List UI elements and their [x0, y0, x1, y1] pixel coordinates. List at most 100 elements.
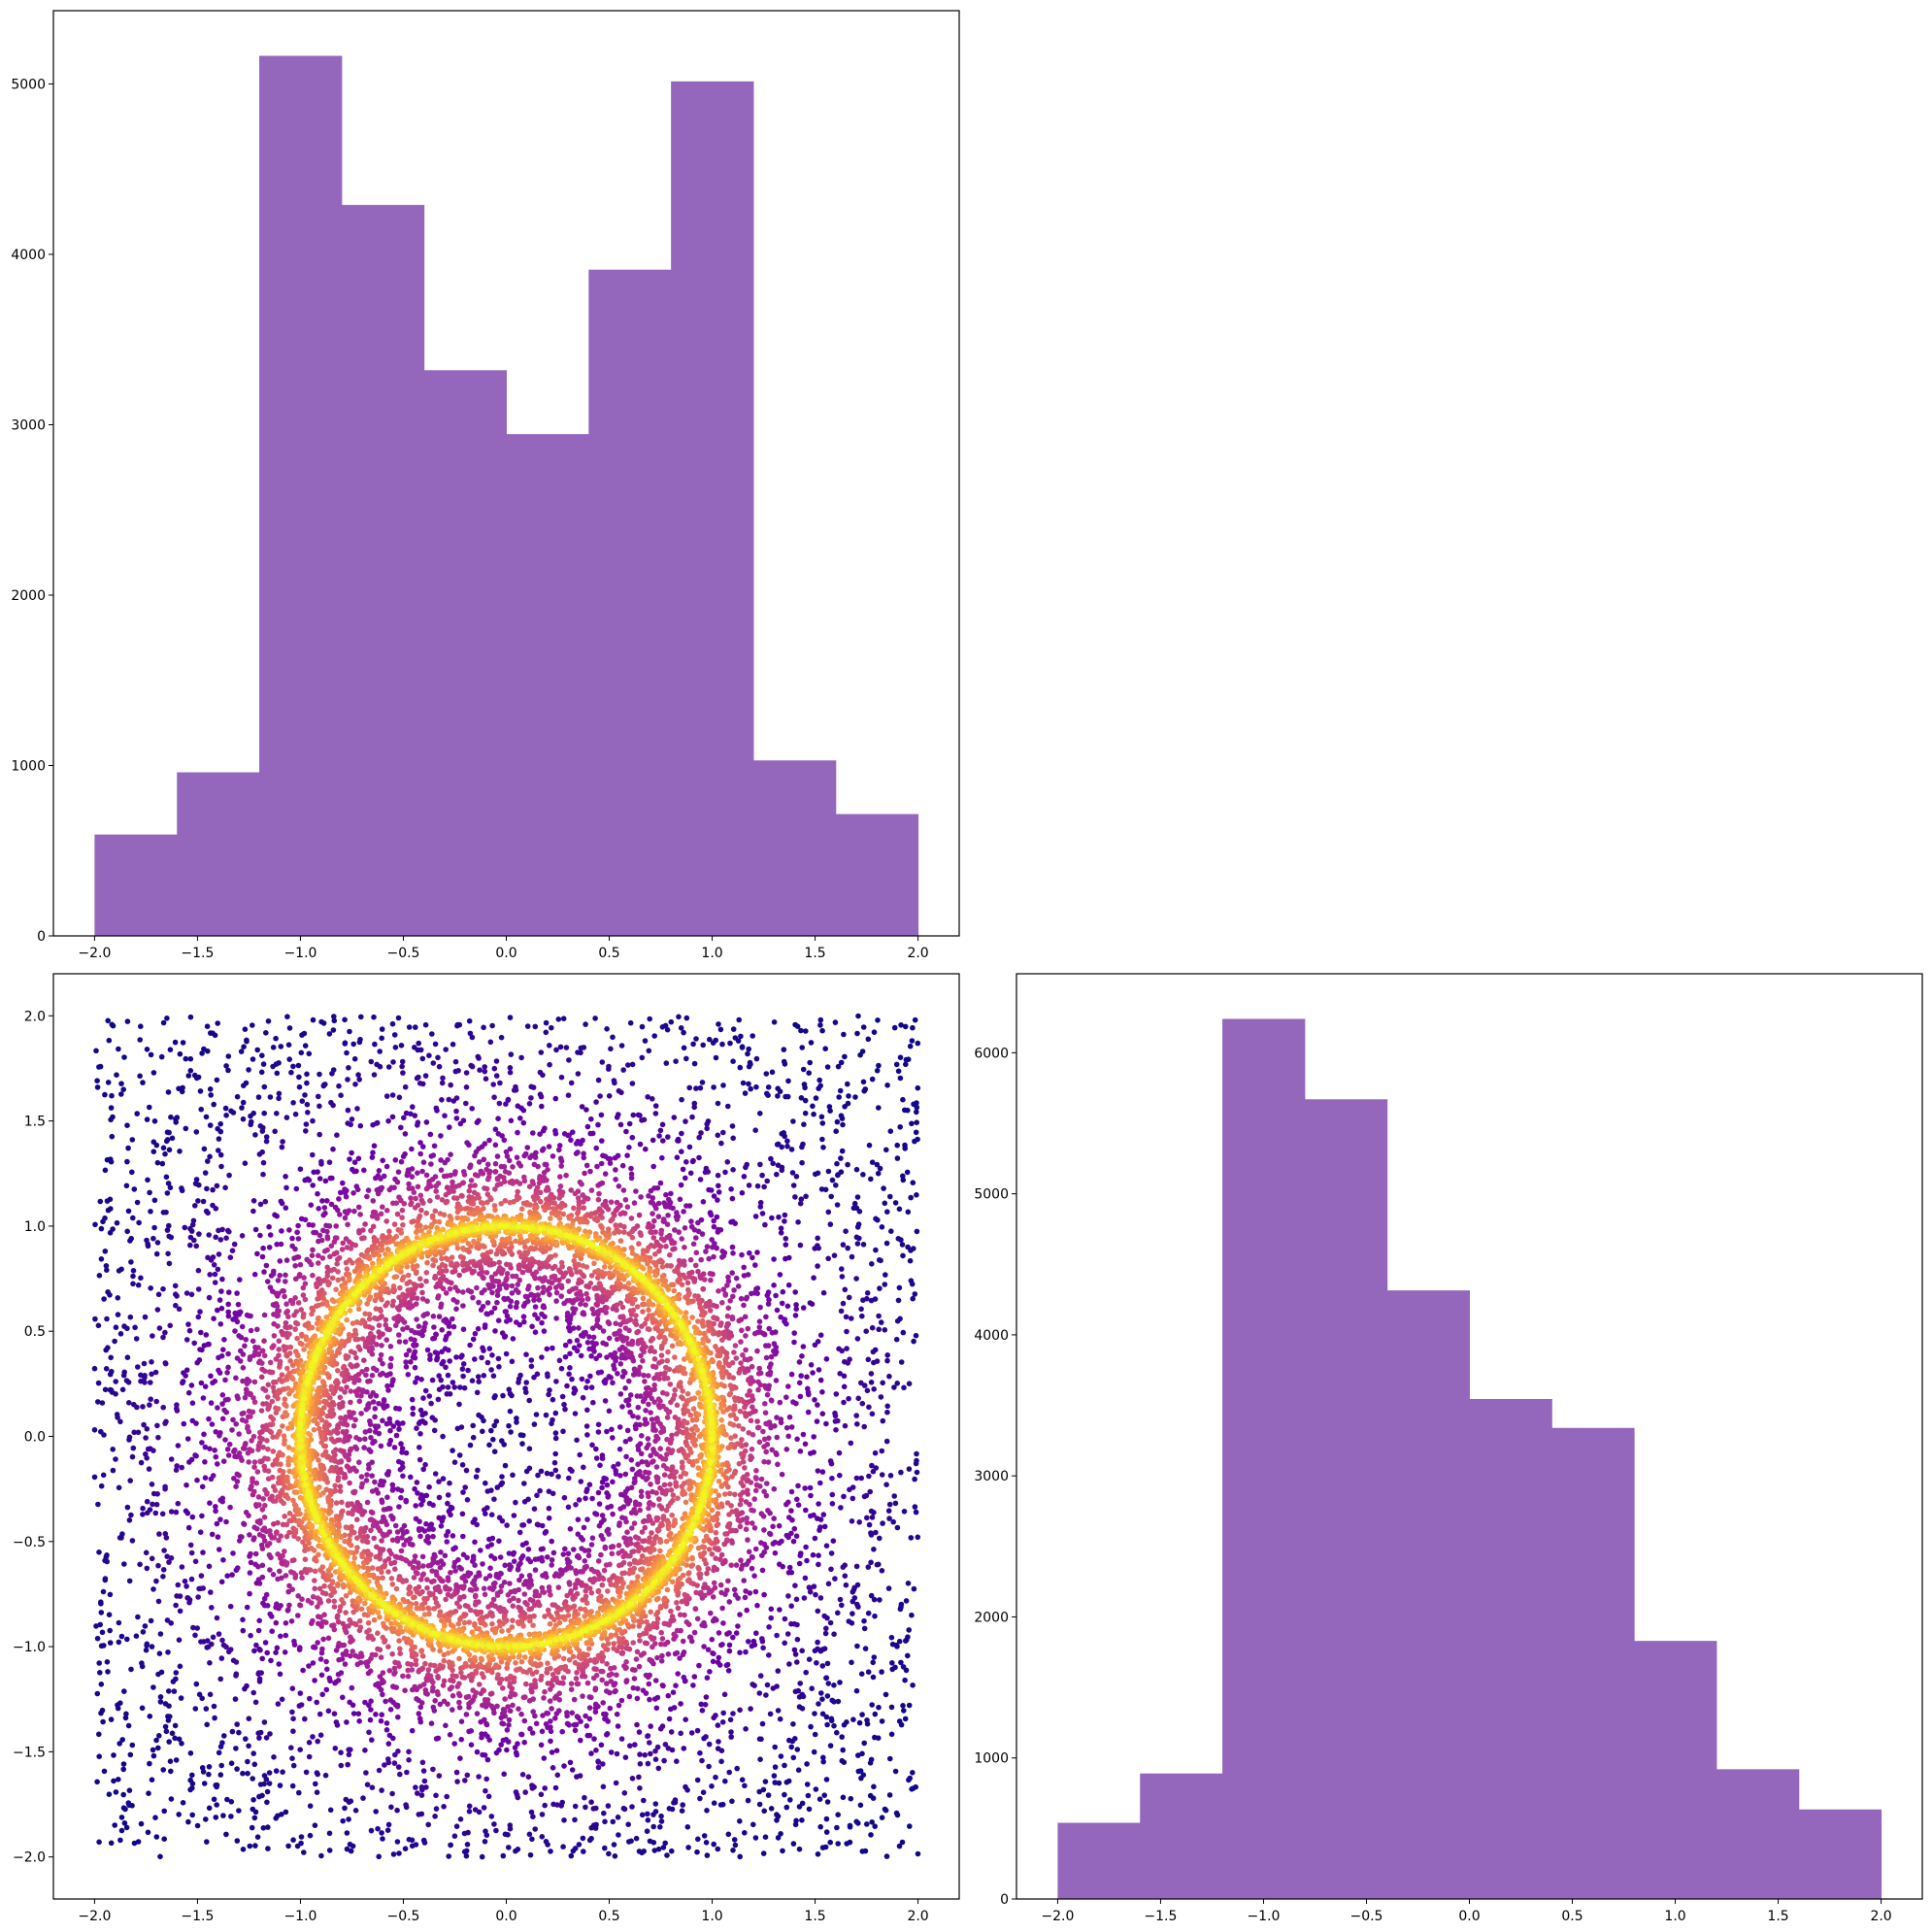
scatter-point: [736, 1016, 742, 1023]
scatter-point: [265, 1846, 271, 1851]
scatter-point: [686, 1634, 693, 1640]
scatter-point: [148, 1051, 154, 1058]
hist-x-x-tick-label: −1.5: [181, 946, 214, 961]
scatter-point: [504, 1747, 510, 1753]
scatter-point: [811, 1111, 816, 1117]
scatter-point: [448, 1570, 453, 1576]
scatter-point: [468, 1728, 475, 1734]
scatter-point: [216, 1251, 222, 1257]
scatter-point: [861, 1617, 867, 1624]
scatter-point: [174, 1408, 181, 1414]
scatter-point: [430, 1704, 437, 1711]
scatter-point: [719, 1719, 726, 1725]
scatter-point: [159, 1511, 166, 1517]
scatter-point: [290, 1715, 296, 1722]
scatter-point: [892, 1768, 899, 1775]
scatter-point: [177, 1608, 183, 1615]
scatter-point: [711, 1841, 716, 1848]
scatter-point: [200, 1585, 206, 1591]
scatter-point: [668, 1706, 674, 1713]
scatter-point: [344, 1210, 350, 1216]
scatter-point: [773, 1378, 780, 1383]
scatter-point: [549, 1562, 554, 1568]
scatter-point: [150, 1333, 155, 1339]
scatter-point: [507, 1015, 514, 1020]
scatter-point: [652, 1748, 658, 1754]
scatter-point: [169, 1135, 176, 1142]
scatter-point: [515, 1282, 521, 1287]
scatter-point: [622, 1197, 629, 1203]
scatter-point: [160, 1334, 166, 1341]
scatter-point: [306, 1740, 313, 1746]
scatter-point: [682, 1225, 688, 1231]
scatter-point: [462, 1484, 469, 1490]
hist-x-x-tick-label: −1.0: [283, 946, 316, 961]
scatter-point: [400, 1070, 406, 1076]
scatter-point: [627, 1409, 633, 1416]
scatter-point: [550, 1345, 555, 1351]
scatter-point: [504, 1275, 510, 1282]
scatter-point: [450, 1533, 456, 1539]
scatter-point: [352, 1388, 359, 1394]
scatter-point: [252, 1699, 259, 1706]
scatter-point: [679, 1130, 684, 1137]
scatter-point: [396, 1426, 402, 1432]
scatter-point: [610, 1435, 616, 1441]
scatter-point: [572, 1803, 579, 1810]
scatter-point: [804, 1761, 810, 1767]
scatter-point: [320, 1020, 327, 1026]
scatter-point: [202, 1444, 209, 1450]
scatter-point: [846, 1294, 852, 1301]
scatter-point: [463, 1848, 470, 1854]
scatter-point: [283, 1632, 289, 1639]
scatter-point: [823, 1675, 829, 1682]
scatter-point: [220, 1557, 226, 1563]
scatter-point: [389, 1537, 396, 1544]
scatter-point: [726, 1769, 732, 1776]
scatter-point: [768, 1606, 775, 1613]
scatter-point: [416, 1040, 422, 1047]
scatter-point: [177, 1663, 183, 1670]
scatter-point: [879, 1669, 884, 1675]
scatter-point: [160, 1574, 166, 1580]
scatter-point: [671, 1631, 677, 1638]
scatter-point: [861, 1625, 868, 1632]
scatter-point: [102, 1215, 108, 1221]
scatter-point: [249, 1824, 255, 1831]
scatter-point: [273, 1649, 279, 1655]
scatter-point: [124, 1504, 131, 1511]
scatter-point: [345, 1077, 350, 1083]
scatter-point: [142, 1314, 149, 1320]
scatter-point: [175, 1443, 182, 1449]
scatter-point: [560, 1428, 566, 1435]
scatter-point: [640, 1357, 646, 1364]
scatter-point: [451, 1741, 458, 1747]
scatter-point: [610, 1034, 616, 1041]
scatter-point: [147, 1760, 152, 1767]
scatter-point: [429, 1415, 436, 1420]
scatter-point: [690, 1241, 697, 1248]
scatter-point: [250, 1198, 257, 1204]
scatter-point: [486, 1536, 492, 1543]
scatter-point: [105, 1080, 112, 1085]
scatter-point: [659, 1154, 665, 1161]
scatter-point: [434, 1108, 440, 1114]
scatter-point: [323, 1619, 329, 1625]
scatter-point: [368, 1509, 375, 1516]
scatter-point: [368, 1707, 374, 1713]
scatter-point: [275, 1551, 282, 1557]
scatter-point: [544, 1346, 550, 1352]
scatter-point: [761, 1458, 767, 1465]
scatter-point: [799, 1144, 805, 1150]
scatter-point: [552, 1410, 559, 1416]
scatter-point: [117, 1700, 123, 1706]
scatter-point: [559, 1728, 565, 1735]
scatter-point: [739, 1045, 746, 1050]
scatter-point: [125, 1380, 132, 1385]
scatter-point: [804, 1782, 811, 1787]
scatter-point: [760, 1786, 767, 1793]
scatter-point: [783, 1501, 789, 1508]
scatter-point: [879, 1448, 885, 1454]
scatter-point: [440, 1433, 446, 1440]
scatter-point: [251, 1488, 257, 1495]
